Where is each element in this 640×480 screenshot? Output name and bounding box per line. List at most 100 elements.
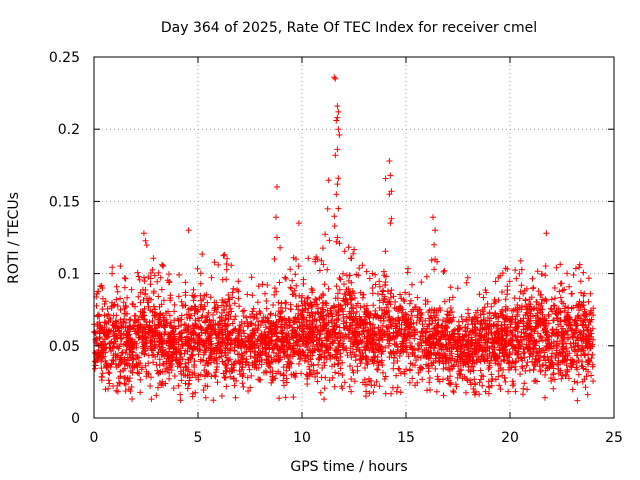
data-point <box>518 282 525 289</box>
data-point <box>586 340 593 347</box>
data-point <box>97 283 104 290</box>
data-point <box>329 334 336 341</box>
data-point <box>321 385 328 392</box>
data-point <box>201 303 208 310</box>
data-point <box>346 292 353 299</box>
data-point <box>143 340 150 347</box>
data-point <box>407 367 413 374</box>
data-point <box>132 312 139 319</box>
data-point <box>99 306 106 313</box>
data-point <box>92 365 98 372</box>
data-point <box>131 317 138 324</box>
data-point <box>387 321 394 328</box>
data-point <box>481 358 488 365</box>
data-point <box>519 357 526 364</box>
data-point <box>505 388 512 395</box>
data-point <box>564 356 570 363</box>
data-point <box>333 117 340 124</box>
data-point <box>481 324 488 331</box>
data-point <box>238 338 245 345</box>
data-point <box>476 391 483 398</box>
data-point <box>105 311 112 318</box>
data-point <box>300 280 307 287</box>
data-point <box>270 349 277 356</box>
data-point <box>563 371 570 378</box>
data-point <box>510 381 517 387</box>
data-point <box>197 347 204 354</box>
data-point <box>337 365 344 372</box>
data-point <box>442 336 449 343</box>
data-point <box>367 341 374 348</box>
data-point <box>225 292 232 298</box>
data-point <box>498 331 505 338</box>
data-point <box>423 354 430 360</box>
data-point <box>526 353 533 360</box>
data-point <box>374 358 381 365</box>
data-point <box>445 377 452 384</box>
data-point <box>502 296 509 303</box>
data-point <box>311 333 318 340</box>
data-point <box>587 290 594 297</box>
data-point <box>373 313 380 320</box>
data-point <box>510 360 517 367</box>
data-point <box>531 344 537 351</box>
data-point <box>156 362 163 369</box>
data-point <box>161 314 168 321</box>
data-point <box>542 357 549 364</box>
data-point <box>342 301 349 308</box>
data-point <box>276 347 283 354</box>
data-point <box>195 372 202 379</box>
data-point <box>178 336 185 343</box>
data-point <box>137 360 144 367</box>
data-point <box>155 384 161 391</box>
data-point <box>408 320 415 327</box>
data-point <box>249 308 256 315</box>
data-point <box>306 371 313 378</box>
data-point <box>450 388 457 394</box>
data-point <box>125 386 132 393</box>
data-point <box>322 343 329 350</box>
data-point <box>515 348 522 355</box>
data-point <box>392 298 399 305</box>
data-point <box>186 338 193 345</box>
data-point <box>140 286 146 293</box>
data-point <box>209 326 216 333</box>
data-point <box>512 388 519 395</box>
data-point <box>248 321 255 327</box>
data-point <box>283 375 290 382</box>
data-point <box>124 328 131 334</box>
data-point <box>526 296 533 303</box>
data-point <box>155 370 162 377</box>
data-point <box>323 337 330 344</box>
data-point <box>484 355 491 362</box>
data-point <box>431 314 438 321</box>
data-point <box>520 320 527 327</box>
data-point <box>182 292 189 299</box>
data-point <box>296 325 303 332</box>
data-point <box>392 333 399 340</box>
data-point <box>134 269 141 276</box>
data-point <box>287 266 294 273</box>
data-point <box>136 324 143 331</box>
data-point <box>108 305 115 311</box>
data-point <box>407 344 414 351</box>
data-point <box>264 282 271 288</box>
data-point <box>109 345 116 351</box>
data-point <box>97 322 104 329</box>
data-point <box>201 367 208 374</box>
data-point <box>283 319 290 326</box>
data-point <box>572 317 579 324</box>
data-point <box>238 350 245 357</box>
data-point <box>200 306 207 313</box>
data-point <box>403 322 410 329</box>
data-point <box>317 322 324 329</box>
data-point <box>369 285 376 291</box>
data-point <box>300 341 307 348</box>
data-point <box>460 360 467 367</box>
y-tick-label: 0.2 <box>58 122 80 138</box>
data-point <box>569 386 576 393</box>
data-point <box>142 347 149 354</box>
data-point <box>193 323 200 330</box>
data-point <box>212 344 219 351</box>
data-point <box>395 308 401 315</box>
